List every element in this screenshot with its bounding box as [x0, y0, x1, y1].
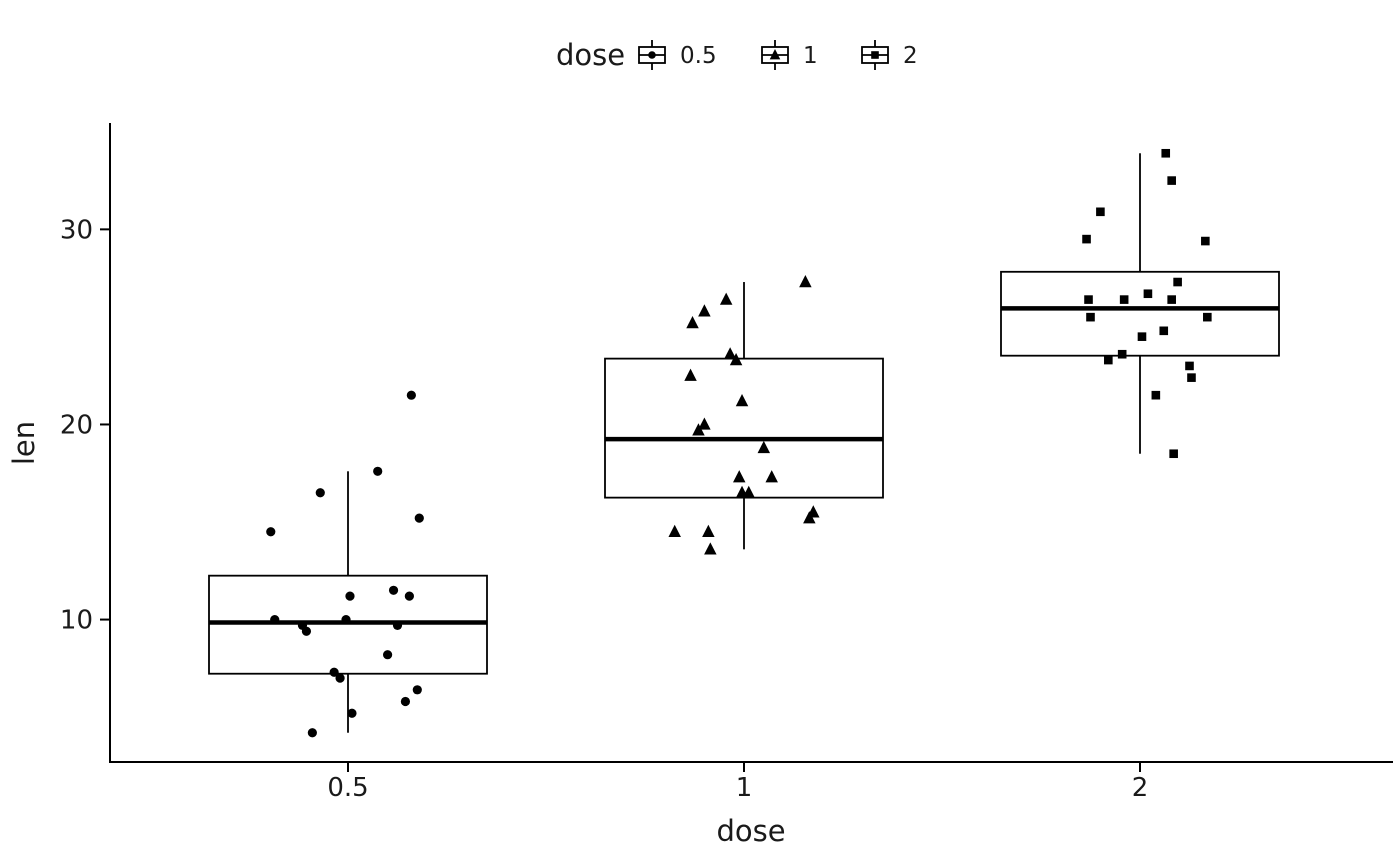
jitter-point: [412, 685, 422, 695]
jitter-point: [765, 470, 778, 483]
x-tick-label: 2: [1132, 773, 1149, 803]
jitter-point: [1161, 148, 1171, 158]
jitter-point: [686, 315, 699, 329]
jitter-point: [1173, 277, 1182, 287]
jitter-point: [723, 347, 737, 360]
jitter-point: [1159, 326, 1169, 336]
jitter-point: [1082, 234, 1091, 244]
jitter-point: [270, 614, 280, 625]
jitter-point: [373, 466, 383, 476]
jitter-point: [684, 368, 697, 381]
box-2: [1000, 270, 1280, 357]
square-icon: [871, 51, 879, 59]
x-axis-title: dose: [716, 814, 785, 848]
jitter-point: [1167, 176, 1176, 185]
triangle-icon: [769, 49, 781, 60]
jitter-point: [1151, 390, 1161, 400]
x-tick-label: 0.5: [327, 773, 368, 803]
box-1: [604, 357, 884, 499]
jitter-point: [1143, 289, 1153, 299]
jitter-point: [1187, 373, 1196, 382]
jitter-point: [668, 524, 681, 537]
jitter-point: [704, 542, 717, 555]
jitter-point: [345, 591, 355, 601]
jitter-point: [702, 524, 715, 537]
jitter-point: [383, 650, 393, 660]
jitter-point: [742, 485, 755, 498]
jitter-point: [1137, 332, 1147, 341]
jitter-point: [392, 620, 403, 631]
jitter-point: [698, 417, 711, 430]
y-tick-label: 20: [60, 410, 93, 440]
jitter-point: [1203, 312, 1212, 322]
jitter-point: [698, 304, 711, 317]
circle-icon: [648, 51, 656, 59]
jitter-point: [1169, 449, 1178, 459]
y-axis-title: len: [7, 421, 41, 465]
jitter-point: [414, 513, 424, 523]
jitter-point: [347, 708, 357, 718]
jitter-point: [1086, 312, 1095, 322]
jitter-point: [735, 394, 749, 407]
jitter-point: [307, 728, 317, 738]
y-tick-label: 10: [60, 606, 93, 636]
jitter-point: [400, 696, 411, 707]
jitter-point: [404, 591, 414, 601]
y-tick-label: 30: [60, 215, 93, 245]
jitter-point: [297, 620, 308, 631]
jitter-point: [266, 527, 276, 537]
jitter-point: [1084, 295, 1093, 304]
legend-title: dose: [556, 38, 625, 72]
jitter-point: [1104, 355, 1113, 365]
jitter-point: [719, 292, 733, 305]
jitter-point: [1185, 361, 1194, 371]
jitter-point: [1096, 207, 1105, 217]
legend-label: 0.5: [680, 43, 717, 69]
x-tick-label: 1: [736, 773, 753, 803]
jitter-point: [733, 470, 746, 483]
jitter-point: [315, 488, 325, 498]
jitter-point: [406, 390, 416, 400]
jitter-point: [1119, 295, 1129, 304]
jitter-point: [329, 667, 339, 677]
jitter-point: [1167, 295, 1176, 304]
jitter-point: [799, 275, 812, 288]
jitter-point: [1117, 349, 1127, 359]
jitter-point: [341, 614, 351, 625]
legend-label: 1: [803, 43, 818, 69]
jitter-point: [757, 440, 771, 454]
jitter-point: [388, 585, 399, 595]
legend-label: 2: [903, 43, 918, 69]
jitter-point: [335, 673, 345, 683]
jitter-point: [1201, 236, 1210, 246]
jitter-point: [807, 505, 820, 518]
